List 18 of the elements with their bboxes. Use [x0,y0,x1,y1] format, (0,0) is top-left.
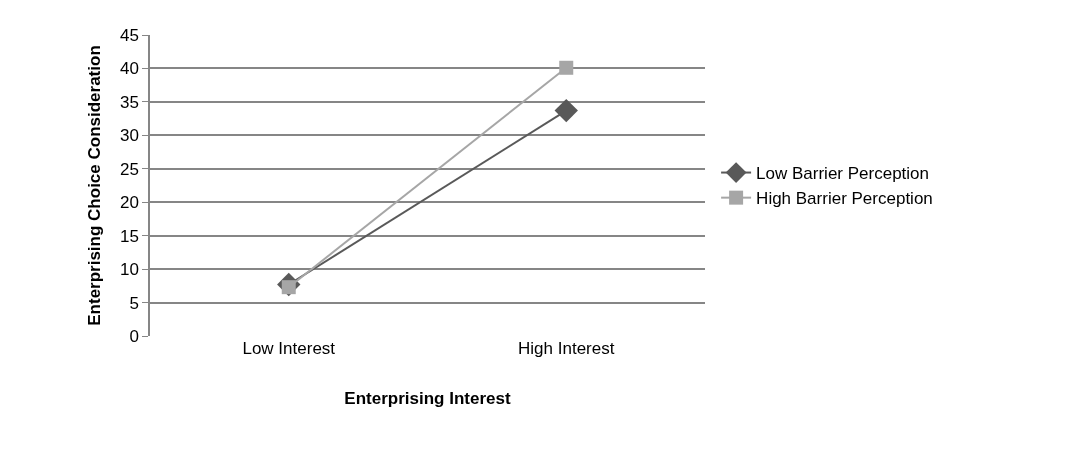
legend-label: Low Barrier Perception [756,164,930,184]
y-tick-label: 25 [119,159,139,179]
y-tick-label: 10 [119,260,139,280]
y-axis-title: Enterprising Choice Consideration [84,45,104,326]
y-tick-label: 40 [119,59,139,79]
y-tick-label: 45 [119,25,139,45]
y-tick-label: 5 [129,293,139,313]
x-axis-title: Enterprising Interest [344,389,511,409]
y-tick-label: 30 [119,126,139,146]
x-tick-label: High Interest [518,339,615,358]
legend-label: High Barrier Perception [756,189,933,209]
y-tick-label: 35 [119,92,139,112]
y-tick-label: 20 [119,193,139,213]
point [559,60,574,75]
point [554,98,578,123]
y-tick-label: 0 [129,326,139,346]
x-tick-label: Low Interest [242,339,336,358]
y-tick-label: 15 [119,226,139,246]
